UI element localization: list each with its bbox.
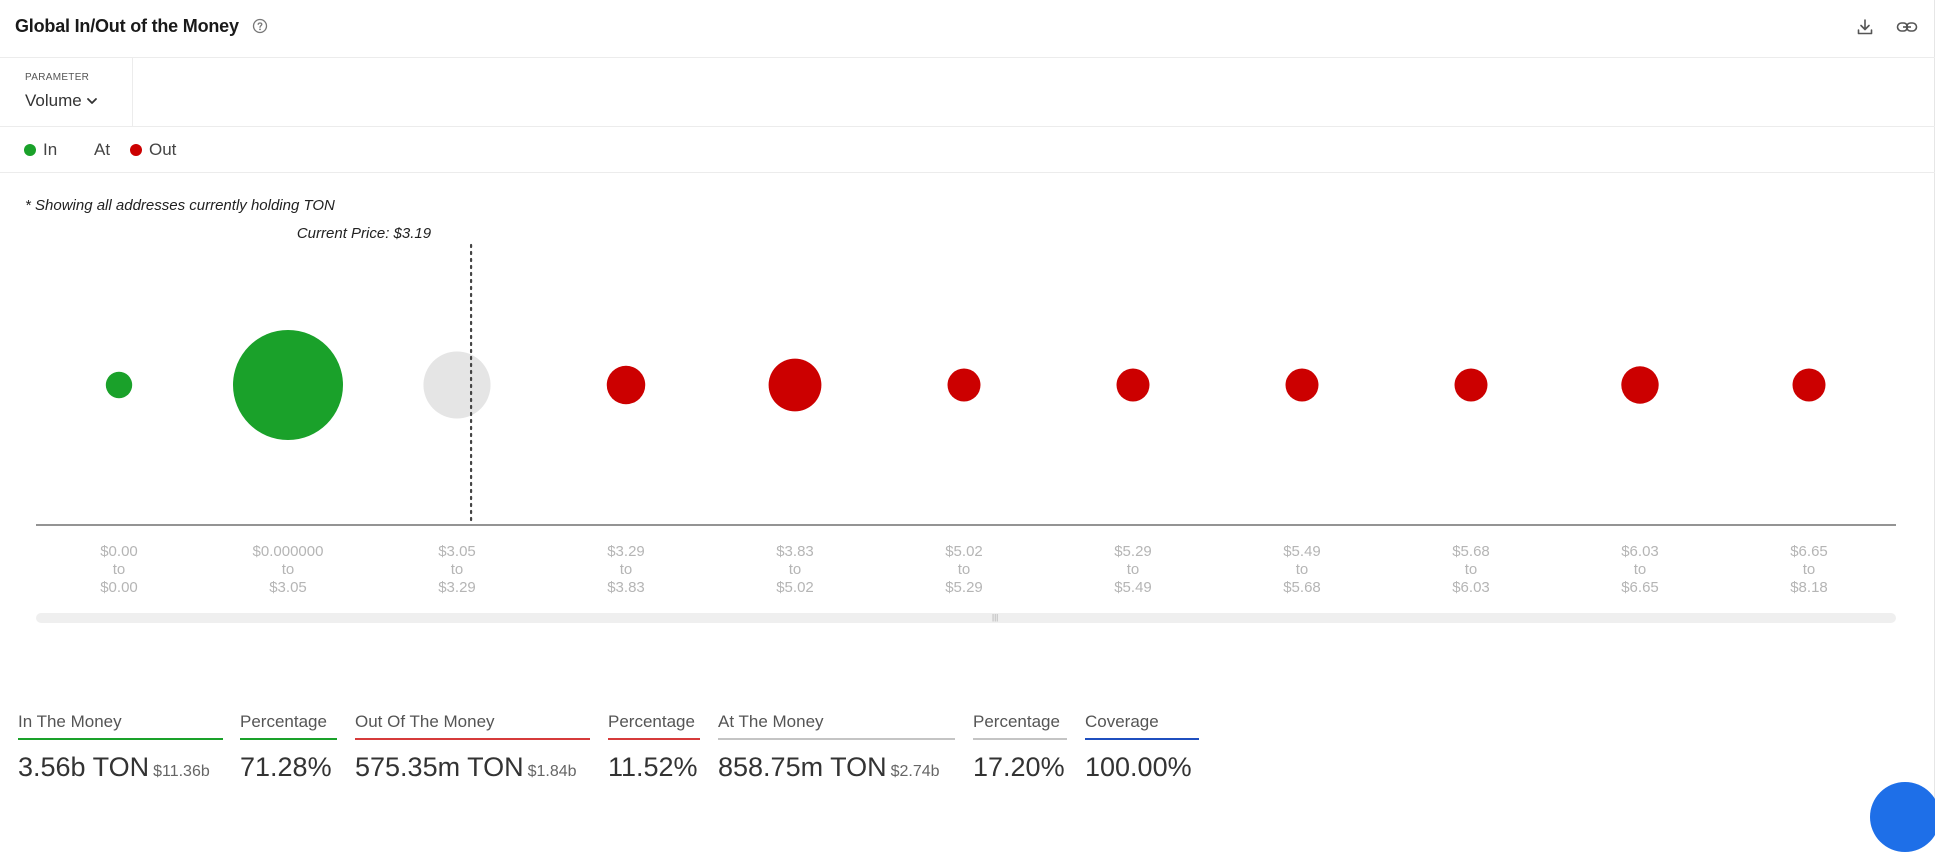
x-tick-label: to xyxy=(282,561,295,578)
current-price-label: Current Price: $3.19 xyxy=(297,225,432,242)
parameter-row: PARAMETER Volume xyxy=(0,58,1935,127)
stat-value-main: 575.35m TON xyxy=(355,752,524,782)
bubble-chart: $0.00to$0.00$0.000000to$3.05$3.05to$3.29… xyxy=(36,225,1896,596)
bubble-out xyxy=(1792,368,1826,402)
stat-value-main: 858.75m TON xyxy=(718,752,887,782)
parameter-value: Volume xyxy=(25,91,82,110)
chat-widget-button[interactable] xyxy=(1870,782,1935,852)
stat-label: At The Money xyxy=(718,712,955,740)
stat-at-percentage: Percentage 17.20% xyxy=(973,712,1067,783)
legend-dot-in xyxy=(24,144,36,156)
x-tick-label: $3.83 xyxy=(607,579,645,596)
x-tick-label: $0.00 xyxy=(100,579,138,596)
legend: In At Out xyxy=(0,127,1935,173)
x-tick-label: to xyxy=(1296,561,1309,578)
bubble-out xyxy=(1454,368,1488,402)
x-tick-label: to xyxy=(113,561,126,578)
x-tick-label: $5.49 xyxy=(1114,579,1152,596)
chevron-down-icon xyxy=(86,98,97,104)
x-tick-label: $6.03 xyxy=(1452,579,1490,596)
x-tick-label: $3.29 xyxy=(607,543,645,560)
stat-value: 858.75m TON $2.74b xyxy=(718,752,955,783)
x-tick-label: to xyxy=(1803,561,1816,578)
legend-label-at: At xyxy=(94,140,111,159)
legend-item-at[interactable]: At xyxy=(94,140,110,160)
x-tick-label: $5.29 xyxy=(945,579,983,596)
x-tick-label: $3.05 xyxy=(438,543,476,560)
x-tick-label: $5.02 xyxy=(945,543,983,560)
x-tick-label: $6.65 xyxy=(1621,579,1659,596)
stat-value-main: 3.56b TON xyxy=(18,752,150,782)
stat-value: 3.56b TON $11.36b xyxy=(18,752,223,783)
page-title: Global In/Out of the Money xyxy=(15,16,239,36)
x-tick-label: $5.02 xyxy=(776,579,814,596)
stat-value: 100.00% xyxy=(1085,752,1192,782)
x-tick-label: $0.000000 xyxy=(253,543,324,560)
x-tick-label: $0.00 xyxy=(100,543,138,560)
holders-note: * Showing all addresses currently holdin… xyxy=(25,197,335,214)
x-tick-label: to xyxy=(620,561,633,578)
x-tick-label: $3.83 xyxy=(776,543,814,560)
stat-label: Percentage xyxy=(240,712,337,740)
stat-out-of-the-money: Out Of The Money 575.35m TON $1.84b xyxy=(355,712,590,783)
stat-label: Percentage xyxy=(608,712,700,740)
bubble-in xyxy=(105,371,133,399)
card-header: Global In/Out of the Money xyxy=(0,0,1935,58)
legend-item-out[interactable]: Out xyxy=(130,140,176,160)
x-tick-label: to xyxy=(958,561,971,578)
bubble-in xyxy=(233,330,343,440)
x-tick-label: $5.68 xyxy=(1452,543,1490,560)
x-tick-label: $6.65 xyxy=(1790,543,1828,560)
stat-label: Coverage xyxy=(1085,712,1199,740)
bubble-out xyxy=(768,358,822,412)
bubble-out xyxy=(947,368,981,402)
bubble-out xyxy=(1621,366,1659,404)
stat-value: 17.20% xyxy=(973,752,1065,782)
chart-scrollbar[interactable]: ||| xyxy=(36,613,1896,623)
stat-label: In The Money xyxy=(18,712,223,740)
stats-row: In The Money 3.56b TON $11.36b Percentage… xyxy=(0,712,1935,806)
x-tick-label: $5.49 xyxy=(1283,543,1321,560)
help-icon[interactable] xyxy=(252,18,268,34)
x-tick-label: $3.05 xyxy=(269,579,307,596)
legend-item-in[interactable]: In xyxy=(24,140,57,160)
stat-in-the-money: In The Money 3.56b TON $11.36b xyxy=(18,712,223,783)
bubble-out xyxy=(1285,368,1319,402)
link-icon[interactable] xyxy=(1896,17,1918,37)
stat-out-percentage: Percentage 11.52% xyxy=(608,712,700,783)
parameter-dropdown[interactable]: Volume xyxy=(25,91,98,111)
x-tick-label: $8.18 xyxy=(1790,579,1828,596)
bubble-out xyxy=(606,365,646,405)
x-tick-label: to xyxy=(789,561,802,578)
x-tick-label: $5.68 xyxy=(1283,579,1321,596)
download-icon[interactable] xyxy=(1855,17,1875,37)
x-tick-label: to xyxy=(1465,561,1478,578)
stat-at-the-money: At The Money 858.75m TON $2.74b xyxy=(718,712,955,783)
stat-coverage: Coverage 100.00% xyxy=(1085,712,1199,783)
stat-value: 71.28% xyxy=(240,752,332,782)
legend-label-out: Out xyxy=(149,140,177,159)
legend-label-in: In xyxy=(43,140,58,159)
stat-label: Out Of The Money xyxy=(355,712,590,740)
x-tick-label: to xyxy=(451,561,464,578)
parameter-selector: PARAMETER Volume xyxy=(0,58,133,126)
scroll-grip-icon: ||| xyxy=(992,613,999,622)
stat-in-percentage: Percentage 71.28% xyxy=(240,712,337,783)
x-tick-label: $3.29 xyxy=(438,579,476,596)
stat-value-usd: $2.74b xyxy=(890,763,940,780)
bubble-at xyxy=(423,351,491,419)
x-tick-label: $6.03 xyxy=(1621,543,1659,560)
stat-value: 575.35m TON $1.84b xyxy=(355,752,590,783)
legend-dot-out xyxy=(130,144,142,156)
parameter-label: PARAMETER xyxy=(25,72,90,83)
stat-value-usd: $11.36b xyxy=(153,763,210,780)
x-tick-label: to xyxy=(1634,561,1647,578)
bubble-out xyxy=(1116,368,1150,402)
x-tick-label: $5.29 xyxy=(1114,543,1152,560)
x-tick-label: to xyxy=(1127,561,1140,578)
stat-label: Percentage xyxy=(973,712,1067,740)
stat-value-usd: $1.84b xyxy=(527,763,577,780)
stat-value: 11.52% xyxy=(608,752,698,782)
